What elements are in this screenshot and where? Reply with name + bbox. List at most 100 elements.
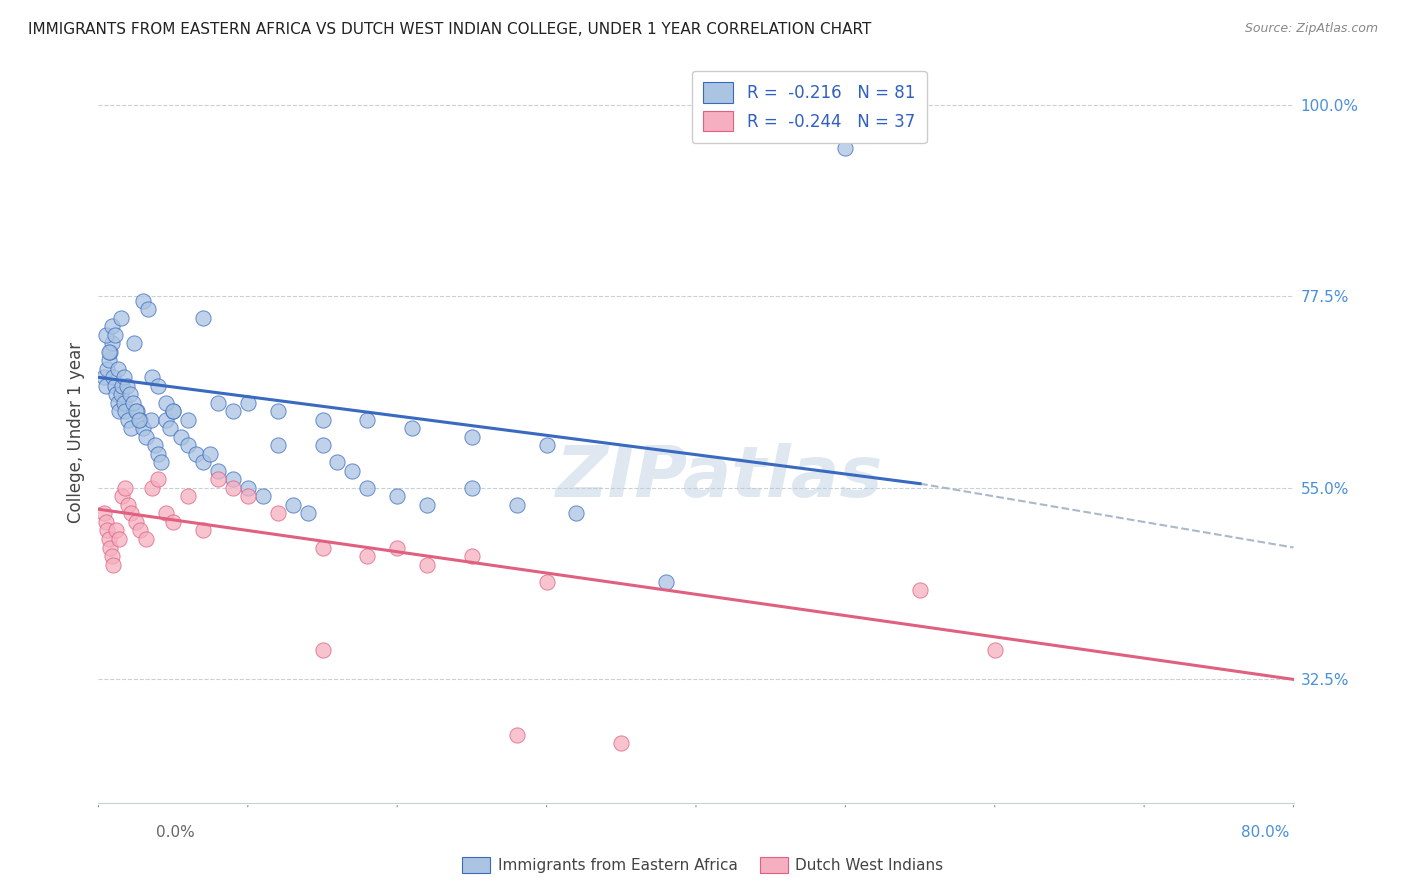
Point <box>506 728 529 742</box>
Point <box>155 413 177 427</box>
Point <box>177 438 200 452</box>
Point <box>103 370 125 384</box>
Point <box>105 524 128 538</box>
Point <box>93 507 115 521</box>
Point <box>162 515 184 529</box>
Point <box>536 438 558 452</box>
Point <box>236 490 259 504</box>
Point <box>97 344 120 359</box>
Point <box>101 549 124 563</box>
Point <box>124 336 146 351</box>
Point <box>207 464 229 478</box>
Text: Source: ZipAtlas.com: Source: ZipAtlas.com <box>1244 22 1378 36</box>
Point <box>121 396 143 410</box>
Text: ZIPatlas: ZIPatlas <box>557 442 883 511</box>
Point <box>111 490 134 504</box>
Point <box>385 490 409 504</box>
Point <box>94 515 117 529</box>
Point <box>401 421 423 435</box>
Point <box>191 524 214 538</box>
Point <box>97 532 120 546</box>
Point <box>565 507 588 521</box>
Point <box>191 455 214 469</box>
Point <box>162 404 184 418</box>
Point <box>610 736 633 750</box>
Point <box>461 549 484 563</box>
Point <box>129 413 152 427</box>
Point <box>136 302 159 317</box>
Point <box>129 524 152 538</box>
Point <box>311 413 333 427</box>
Point <box>96 361 118 376</box>
Point <box>93 370 115 384</box>
Point <box>222 472 245 486</box>
Point <box>207 396 229 410</box>
Point <box>536 574 558 589</box>
Point <box>125 515 148 529</box>
Point <box>148 447 170 461</box>
Point <box>104 379 127 393</box>
Point <box>101 336 124 351</box>
Point <box>107 361 129 376</box>
Point <box>94 379 117 393</box>
Point <box>132 421 155 435</box>
Point <box>356 413 378 427</box>
Point <box>200 447 222 461</box>
Point <box>252 490 274 504</box>
Point <box>236 481 259 495</box>
Point <box>148 379 170 393</box>
Point <box>326 455 349 469</box>
Point <box>105 387 128 401</box>
Point <box>162 404 184 418</box>
Point <box>97 353 120 368</box>
Point <box>135 532 157 546</box>
Point <box>118 387 141 401</box>
Point <box>141 481 163 495</box>
Point <box>115 379 138 393</box>
Point <box>135 430 157 444</box>
Point <box>356 481 378 495</box>
Point <box>114 481 136 495</box>
Point <box>281 498 304 512</box>
Point <box>506 498 529 512</box>
Point <box>461 430 484 444</box>
Point <box>834 140 856 154</box>
Text: IMMIGRANTS FROM EASTERN AFRICA VS DUTCH WEST INDIAN COLLEGE, UNDER 1 YEAR CORREL: IMMIGRANTS FROM EASTERN AFRICA VS DUTCH … <box>28 22 872 37</box>
Point <box>342 464 364 478</box>
Point <box>128 413 150 427</box>
Point <box>148 472 170 486</box>
Point <box>416 498 439 512</box>
Point <box>112 396 135 410</box>
Point <box>112 370 135 384</box>
Point <box>98 344 122 359</box>
Point <box>117 413 139 427</box>
Point <box>125 404 148 418</box>
Point <box>96 524 118 538</box>
Point <box>311 541 333 555</box>
Point <box>416 558 439 572</box>
Point <box>117 498 139 512</box>
Text: 80.0%: 80.0% <box>1241 825 1289 840</box>
Point <box>107 396 129 410</box>
Point <box>908 582 931 597</box>
Y-axis label: College, Under 1 year: College, Under 1 year <box>66 342 84 524</box>
Point <box>108 404 131 418</box>
Point <box>385 541 409 555</box>
Point <box>132 293 155 308</box>
Point <box>311 642 333 657</box>
Point <box>110 387 132 401</box>
Point <box>207 472 229 486</box>
Point <box>184 447 207 461</box>
Point <box>139 413 162 427</box>
Point <box>114 404 136 418</box>
Legend: R =  -0.216   N = 81, R =  -0.244   N = 37: R = -0.216 N = 81, R = -0.244 N = 37 <box>692 70 927 143</box>
Point <box>222 481 245 495</box>
Point <box>110 310 132 325</box>
Point <box>356 549 378 563</box>
Point <box>169 430 191 444</box>
Point <box>311 438 333 452</box>
Point <box>159 421 181 435</box>
Point <box>108 532 131 546</box>
Legend: Immigrants from Eastern Africa, Dutch West Indians: Immigrants from Eastern Africa, Dutch We… <box>457 851 949 880</box>
Point <box>120 507 142 521</box>
